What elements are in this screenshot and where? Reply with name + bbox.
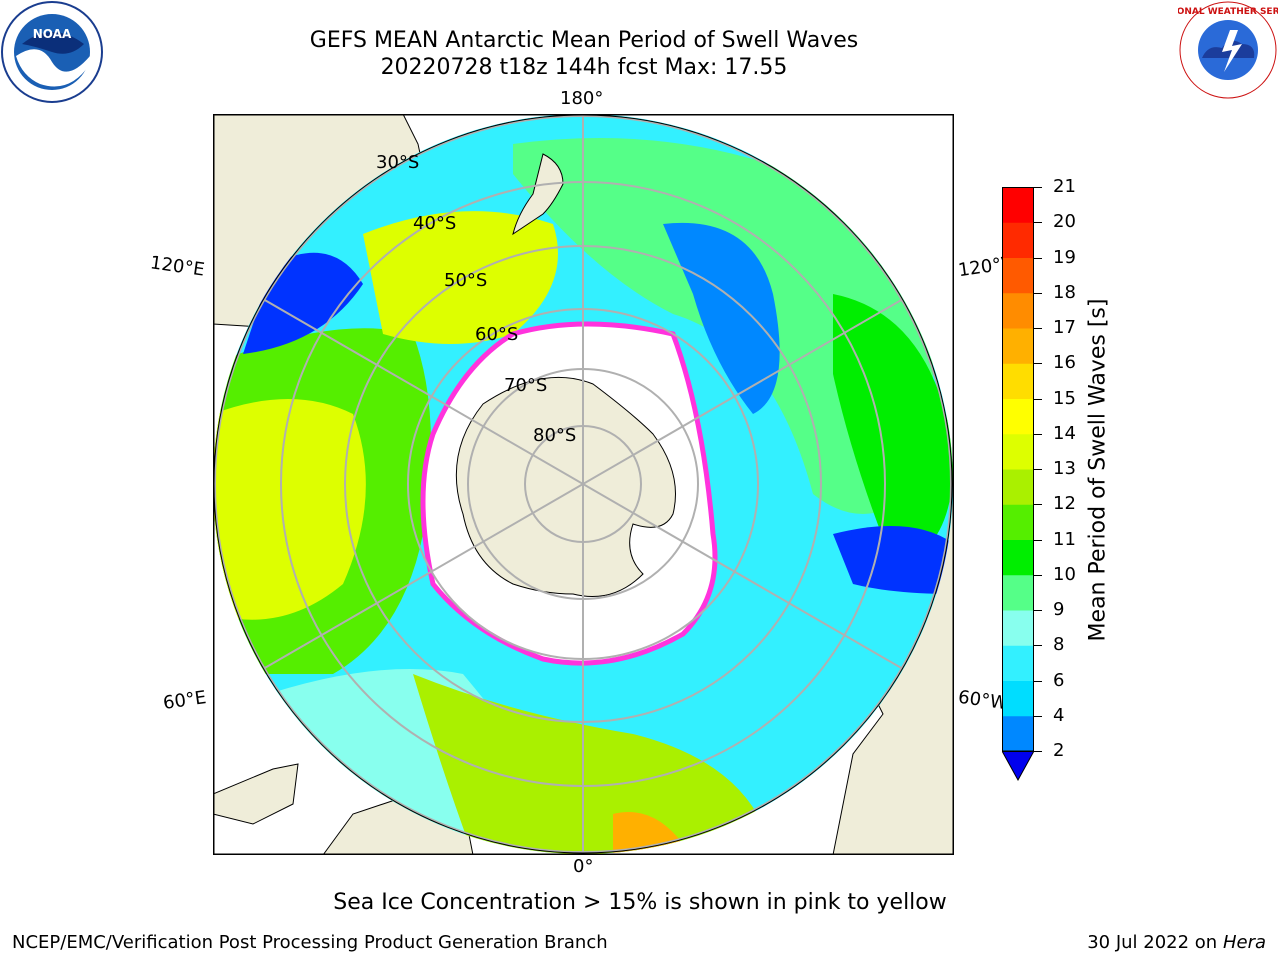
colorbar-tick-mark [1034, 363, 1042, 365]
new-zealand-land [512, 153, 564, 236]
footer-machine: Hera [1222, 932, 1266, 953]
caption: Sea Ice Concentration > 15% is shown in … [333, 890, 947, 915]
colorbar-segment [1002, 398, 1034, 435]
colorbar-frame [1002, 187, 1034, 752]
colorbar-tick-mark [1034, 398, 1042, 400]
footer-date: 30 Jul 2022 on Hera [1087, 932, 1266, 953]
lon-label-60e: 60°E [161, 687, 208, 714]
lon-label-180: 180° [560, 88, 604, 109]
noaa-logo: NOAA [1, 1, 103, 103]
colorbar-segment [1002, 504, 1034, 540]
colorbar-segment [1002, 574, 1034, 611]
colorbar [1002, 187, 1034, 781]
colorbar-tick-label: 21 [1053, 176, 1076, 197]
colorbar-segment [1002, 645, 1034, 681]
colorbar-tick-label: 12 [1053, 493, 1076, 515]
colorbar-tick-label: 20 [1053, 211, 1076, 233]
swell-region-blue-pacific [663, 222, 780, 414]
lat-label-50s: 50°S [444, 270, 488, 291]
colorbar-segment [1002, 610, 1034, 646]
colorbar-tick-mark [1034, 328, 1042, 329]
colorbar-tick-label: 6 [1053, 669, 1065, 691]
footer-date-text: 30 Jul 2022 on [1087, 932, 1218, 953]
antarctica-land [455, 376, 676, 597]
colorbar-segment [1002, 539, 1034, 576]
swell-region-green-south [413, 674, 773, 854]
colorbar-tick-label: 11 [1053, 528, 1076, 550]
swell-region-yellow-tasman [363, 211, 558, 344]
colorbar-tick-label: 8 [1053, 634, 1065, 656]
colorbar-tick-mark [1034, 715, 1042, 717]
swell-region-orange-south [613, 812, 683, 854]
colorbar-segment [1002, 680, 1034, 717]
colorbar-segment [1002, 715, 1034, 752]
colorbar-tick-mark [1034, 504, 1042, 506]
colorbar-tick-label: 16 [1053, 352, 1076, 374]
colorbar-tick-label: 17 [1053, 317, 1076, 338]
colorbar-tick-label: 9 [1053, 599, 1065, 620]
colorbar-tick-label: 10 [1053, 563, 1076, 585]
colorbar-segment [1002, 469, 1034, 505]
swell-region-blue-east [833, 526, 953, 594]
lon-label-0: 0° [573, 856, 594, 877]
swell-region-yellow-indian [213, 399, 366, 620]
lat-label-30s: 30°S [376, 152, 420, 173]
colorbar-tick-mark [1034, 257, 1042, 259]
colorbar-segment [1002, 292, 1034, 329]
colorbar-tick-label: 14 [1053, 422, 1076, 444]
graticule [214, 114, 952, 855]
colorbar-tick-label: 19 [1053, 246, 1076, 268]
colorbar-tick-mark [1034, 610, 1042, 611]
colorbar-segment [1002, 257, 1034, 294]
colorbar-tick-mark [1034, 469, 1042, 470]
polar-map [213, 114, 954, 855]
colorbar-tick-mark [1034, 645, 1042, 647]
colorbar-tick-mark [1034, 292, 1042, 294]
swell-region-green-east [833, 294, 953, 564]
chart-subtitle: 20220728 t18z 144h fcst Max: 17.55 [380, 55, 788, 80]
colorbar-tick-mark [1034, 751, 1042, 752]
colorbar-tick-mark [1034, 680, 1042, 682]
colorbar-segment [1002, 433, 1034, 470]
colorbar-tick-mark [1034, 187, 1042, 188]
colorbar-segment [1002, 187, 1034, 223]
nws-logo-text: NATIONAL WEATHER SERVICE [1178, 7, 1278, 17]
colorbar-tick-mark [1034, 574, 1042, 576]
lat-label-70s: 70°S [504, 375, 548, 396]
lat-label-60s: 60°S [475, 324, 519, 345]
colorbar-extend-triangle [1002, 750, 1034, 781]
colorbar-tick-mark [1034, 222, 1042, 224]
colorbar-segment [1002, 222, 1034, 258]
lat-label-80s: 80°S [533, 425, 577, 446]
lon-label-120e: 120°E [148, 252, 206, 281]
lat-label-40s: 40°S [413, 213, 457, 234]
nws-logo: NATIONAL WEATHER SERVICE [1178, 1, 1278, 99]
chart-title: GEFS MEAN Antarctic Mean Period of Swell… [309, 28, 859, 53]
colorbar-segment [1002, 363, 1034, 399]
colorbar-segment [1002, 328, 1034, 364]
colorbar-tick-label: 4 [1053, 704, 1065, 726]
colorbar-tick-mark [1034, 539, 1042, 541]
corner-land-madagascar [213, 763, 299, 825]
colorbar-tick-label: 13 [1053, 458, 1076, 479]
colorbar-tick-label: 18 [1053, 281, 1076, 303]
noaa-logo-text: NOAA [33, 27, 72, 41]
colorbar-tick-label: 2 [1053, 740, 1065, 761]
colorbar-tick-label: 15 [1053, 387, 1076, 409]
colorbar-tick-mark [1034, 433, 1042, 435]
colorbar-label: Mean Period of Swell Waves [s] [1085, 298, 1111, 642]
footer-credit: NCEP/EMC/Verification Post Processing Pr… [12, 932, 608, 953]
